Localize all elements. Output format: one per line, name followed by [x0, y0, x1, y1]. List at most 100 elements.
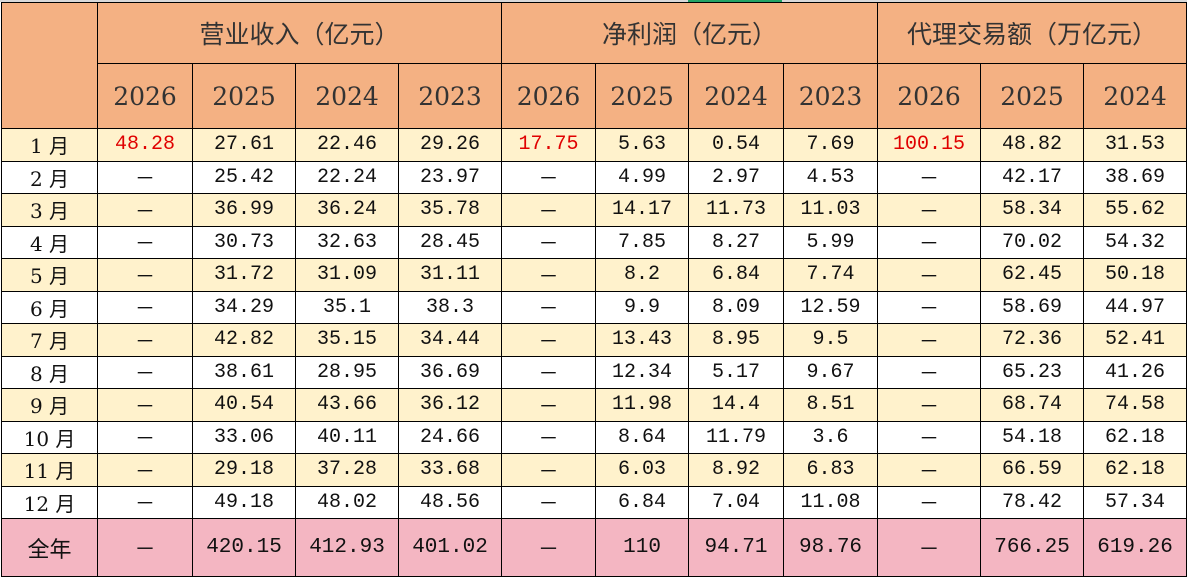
- value-cell[interactable]: 12.59: [783, 290, 879, 324]
- value-cell[interactable]: 5.63: [595, 128, 690, 162]
- value-cell[interactable]: 17.75: [501, 128, 597, 162]
- total-value-cell[interactable]: 766.25: [980, 518, 1085, 577]
- value-cell[interactable]: 8.92: [688, 453, 785, 487]
- value-cell[interactable]: 78.42: [980, 485, 1085, 519]
- value-cell[interactable]: 55.62: [1083, 193, 1187, 227]
- value-cell[interactable]: 31.53: [1083, 128, 1187, 162]
- year-header-cell[interactable]: 2026: [877, 63, 982, 129]
- month-label-cell[interactable]: 10 月: [1, 420, 98, 454]
- value-cell[interactable]: 29.26: [397, 128, 503, 162]
- value-cell[interactable]: 38.61: [192, 355, 296, 389]
- value-cell[interactable]: 8.51: [783, 388, 879, 422]
- year-header-cell[interactable]: 2023: [397, 63, 503, 129]
- value-cell[interactable]: －: [97, 160, 193, 194]
- value-cell[interactable]: 8.64: [595, 420, 690, 454]
- value-cell[interactable]: 72.36: [980, 323, 1085, 357]
- value-cell[interactable]: 22.46: [295, 128, 399, 162]
- value-cell[interactable]: 74.58: [1083, 388, 1187, 422]
- value-cell[interactable]: 35.1: [295, 290, 399, 324]
- value-cell[interactable]: 52.41: [1083, 323, 1187, 357]
- value-cell[interactable]: 38.3: [397, 290, 503, 324]
- value-cell[interactable]: 25.42: [192, 160, 296, 194]
- month-label-cell[interactable]: 1 月: [1, 128, 98, 162]
- year-header-cell[interactable]: 2023: [783, 63, 879, 129]
- value-cell[interactable]: 2.97: [688, 160, 785, 194]
- value-cell[interactable]: －: [877, 420, 982, 454]
- month-label-cell[interactable]: 4 月: [1, 225, 98, 259]
- value-cell[interactable]: 62.45: [980, 258, 1085, 292]
- value-cell[interactable]: 36.24: [295, 193, 399, 227]
- value-cell[interactable]: 14.17: [595, 193, 690, 227]
- value-cell[interactable]: 33.68: [397, 453, 503, 487]
- value-cell[interactable]: －: [501, 193, 597, 227]
- month-label-cell[interactable]: 7 月: [1, 323, 98, 357]
- value-cell[interactable]: 6.84: [595, 485, 690, 519]
- value-cell[interactable]: 31.11: [397, 258, 503, 292]
- value-cell[interactable]: 6.03: [595, 453, 690, 487]
- value-cell[interactable]: 41.26: [1083, 355, 1187, 389]
- value-cell[interactable]: 35.78: [397, 193, 503, 227]
- group-header-revenue[interactable]: 营业收入（亿元）: [96, 2, 503, 64]
- value-cell[interactable]: 38.69: [1083, 160, 1187, 194]
- month-label-cell[interactable]: 2 月: [1, 160, 98, 194]
- value-cell[interactable]: －: [97, 193, 193, 227]
- value-cell[interactable]: －: [501, 453, 597, 487]
- value-cell[interactable]: －: [501, 355, 597, 389]
- value-cell[interactable]: －: [877, 193, 982, 227]
- value-cell[interactable]: 9.67: [783, 355, 879, 389]
- value-cell[interactable]: 12.34: [595, 355, 690, 389]
- month-label-cell[interactable]: 6 月: [1, 290, 98, 324]
- value-cell[interactable]: 44.97: [1083, 290, 1187, 324]
- value-cell[interactable]: 34.44: [397, 323, 503, 357]
- value-cell[interactable]: 36.99: [192, 193, 296, 227]
- value-cell[interactable]: －: [97, 485, 193, 519]
- value-cell[interactable]: 24.66: [397, 420, 503, 454]
- value-cell[interactable]: 36.12: [397, 388, 503, 422]
- value-cell[interactable]: －: [877, 323, 982, 357]
- value-cell[interactable]: 70.02: [980, 225, 1085, 259]
- year-header-cell[interactable]: 2024: [295, 63, 399, 129]
- value-cell[interactable]: 58.34: [980, 193, 1085, 227]
- value-cell[interactable]: 8.2: [595, 258, 690, 292]
- total-value-cell[interactable]: 412.93: [295, 518, 399, 577]
- value-cell[interactable]: 34.29: [192, 290, 296, 324]
- value-cell[interactable]: 43.66: [295, 388, 399, 422]
- value-cell[interactable]: 27.61: [192, 128, 296, 162]
- value-cell[interactable]: －: [877, 355, 982, 389]
- value-cell[interactable]: 48.28: [97, 128, 193, 162]
- value-cell[interactable]: 50.18: [1083, 258, 1187, 292]
- value-cell[interactable]: 9.5: [783, 323, 879, 357]
- value-cell[interactable]: 23.97: [397, 160, 503, 194]
- value-cell[interactable]: 4.53: [783, 160, 879, 194]
- value-cell[interactable]: 100.15: [877, 128, 982, 162]
- total-value-cell[interactable]: －: [877, 518, 982, 577]
- value-cell[interactable]: 22.24: [295, 160, 399, 194]
- value-cell[interactable]: 62.18: [1083, 453, 1187, 487]
- value-cell[interactable]: 65.23: [980, 355, 1085, 389]
- value-cell[interactable]: 8.27: [688, 225, 785, 259]
- value-cell[interactable]: －: [501, 420, 597, 454]
- value-cell[interactable]: 7.69: [783, 128, 879, 162]
- year-header-cell[interactable]: 2025: [980, 63, 1085, 129]
- value-cell[interactable]: 11.73: [688, 193, 785, 227]
- value-cell[interactable]: 7.74: [783, 258, 879, 292]
- value-cell[interactable]: 29.18: [192, 453, 296, 487]
- value-cell[interactable]: －: [97, 323, 193, 357]
- corner-cell[interactable]: [1, 2, 98, 129]
- value-cell[interactable]: 14.4: [688, 388, 785, 422]
- value-cell[interactable]: 13.43: [595, 323, 690, 357]
- value-cell[interactable]: 30.73: [192, 225, 296, 259]
- value-cell[interactable]: 33.06: [192, 420, 296, 454]
- value-cell[interactable]: －: [877, 290, 982, 324]
- value-cell[interactable]: －: [501, 388, 597, 422]
- month-label-cell[interactable]: 11 月: [1, 453, 98, 487]
- value-cell[interactable]: 8.95: [688, 323, 785, 357]
- value-cell[interactable]: 6.83: [783, 453, 879, 487]
- total-value-cell[interactable]: 619.26: [1083, 518, 1187, 577]
- year-header-cell[interactable]: 2025: [595, 63, 690, 129]
- value-cell[interactable]: 48.56: [397, 485, 503, 519]
- value-cell[interactable]: －: [501, 290, 597, 324]
- group-header-agency-volume[interactable]: 代理交易额（万亿元）: [877, 2, 1187, 64]
- value-cell[interactable]: －: [97, 388, 193, 422]
- value-cell[interactable]: 8.09: [688, 290, 785, 324]
